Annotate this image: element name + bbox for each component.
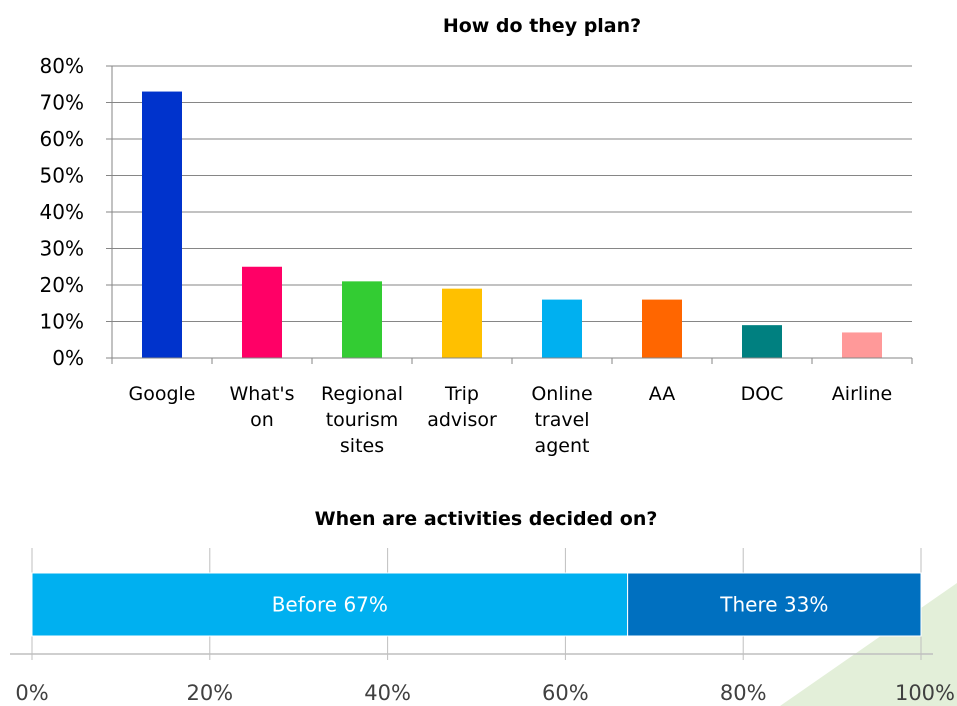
bar xyxy=(542,299,582,358)
y-tick-label: 40% xyxy=(40,200,84,224)
category-label: Trip advisor xyxy=(427,383,497,431)
x-axis xyxy=(106,357,913,364)
stacked-segment xyxy=(31,572,629,637)
x-tick-labels: 0% 20% 40% 60% 80% 100% xyxy=(15,681,955,705)
x-tick-label: 100% xyxy=(895,681,955,705)
y-tick-label: 60% xyxy=(40,127,84,151)
x-tick-label: 60% xyxy=(542,681,589,705)
category-label: DOC xyxy=(741,383,784,405)
category-label: Airline xyxy=(832,383,892,405)
stacked-segments: Before 67% There 33% xyxy=(31,572,922,637)
bar xyxy=(842,332,882,358)
bar xyxy=(642,299,682,358)
y-tick-labels: 0% 10% 20% 30% 40% 50% 60% 70% 80% xyxy=(40,54,84,370)
bar xyxy=(242,266,282,358)
stacked-bar-activities: When are activities decided on? Before 6… xyxy=(10,508,955,705)
category-labels: Google What's on Regional tourism sites Trip ad… xyxy=(128,383,892,457)
y-tick-label: 80% xyxy=(40,54,84,78)
category-label: What's on xyxy=(229,383,294,431)
segment-label: Before 67% xyxy=(272,593,388,617)
category-label: Google xyxy=(128,383,195,405)
stacked-segment xyxy=(627,572,922,637)
chart-title-plan: How do they plan? xyxy=(443,15,641,37)
category-label: Regional tourism sites xyxy=(321,383,403,457)
bars xyxy=(142,91,882,359)
x-tick-label: 40% xyxy=(364,681,411,705)
x-tick-label: 0% xyxy=(15,681,48,705)
y-tick-label: 50% xyxy=(40,164,84,188)
segment-label: There 33% xyxy=(719,593,828,617)
category-label: AA xyxy=(649,383,676,405)
bar xyxy=(742,325,782,358)
bar xyxy=(442,288,482,358)
x-tick-label: 80% xyxy=(720,681,767,705)
x-tick-label: 20% xyxy=(186,681,233,705)
chart-title-activities: When are activities decided on? xyxy=(315,508,658,530)
y-tick-label: 70% xyxy=(40,91,84,115)
bar-chart-plan: How do they plan? 0% 10% 20% 30% 40% 50% 60% 70… xyxy=(40,15,913,457)
y-tick-label: 10% xyxy=(40,310,84,334)
y-gridlines xyxy=(106,65,912,358)
category-label: Online travel agent xyxy=(531,383,592,457)
bar xyxy=(342,281,382,358)
y-tick-label: 20% xyxy=(40,273,84,297)
bar xyxy=(142,91,182,359)
y-tick-label: 30% xyxy=(40,237,84,261)
y-tick-label: 0% xyxy=(52,346,84,370)
